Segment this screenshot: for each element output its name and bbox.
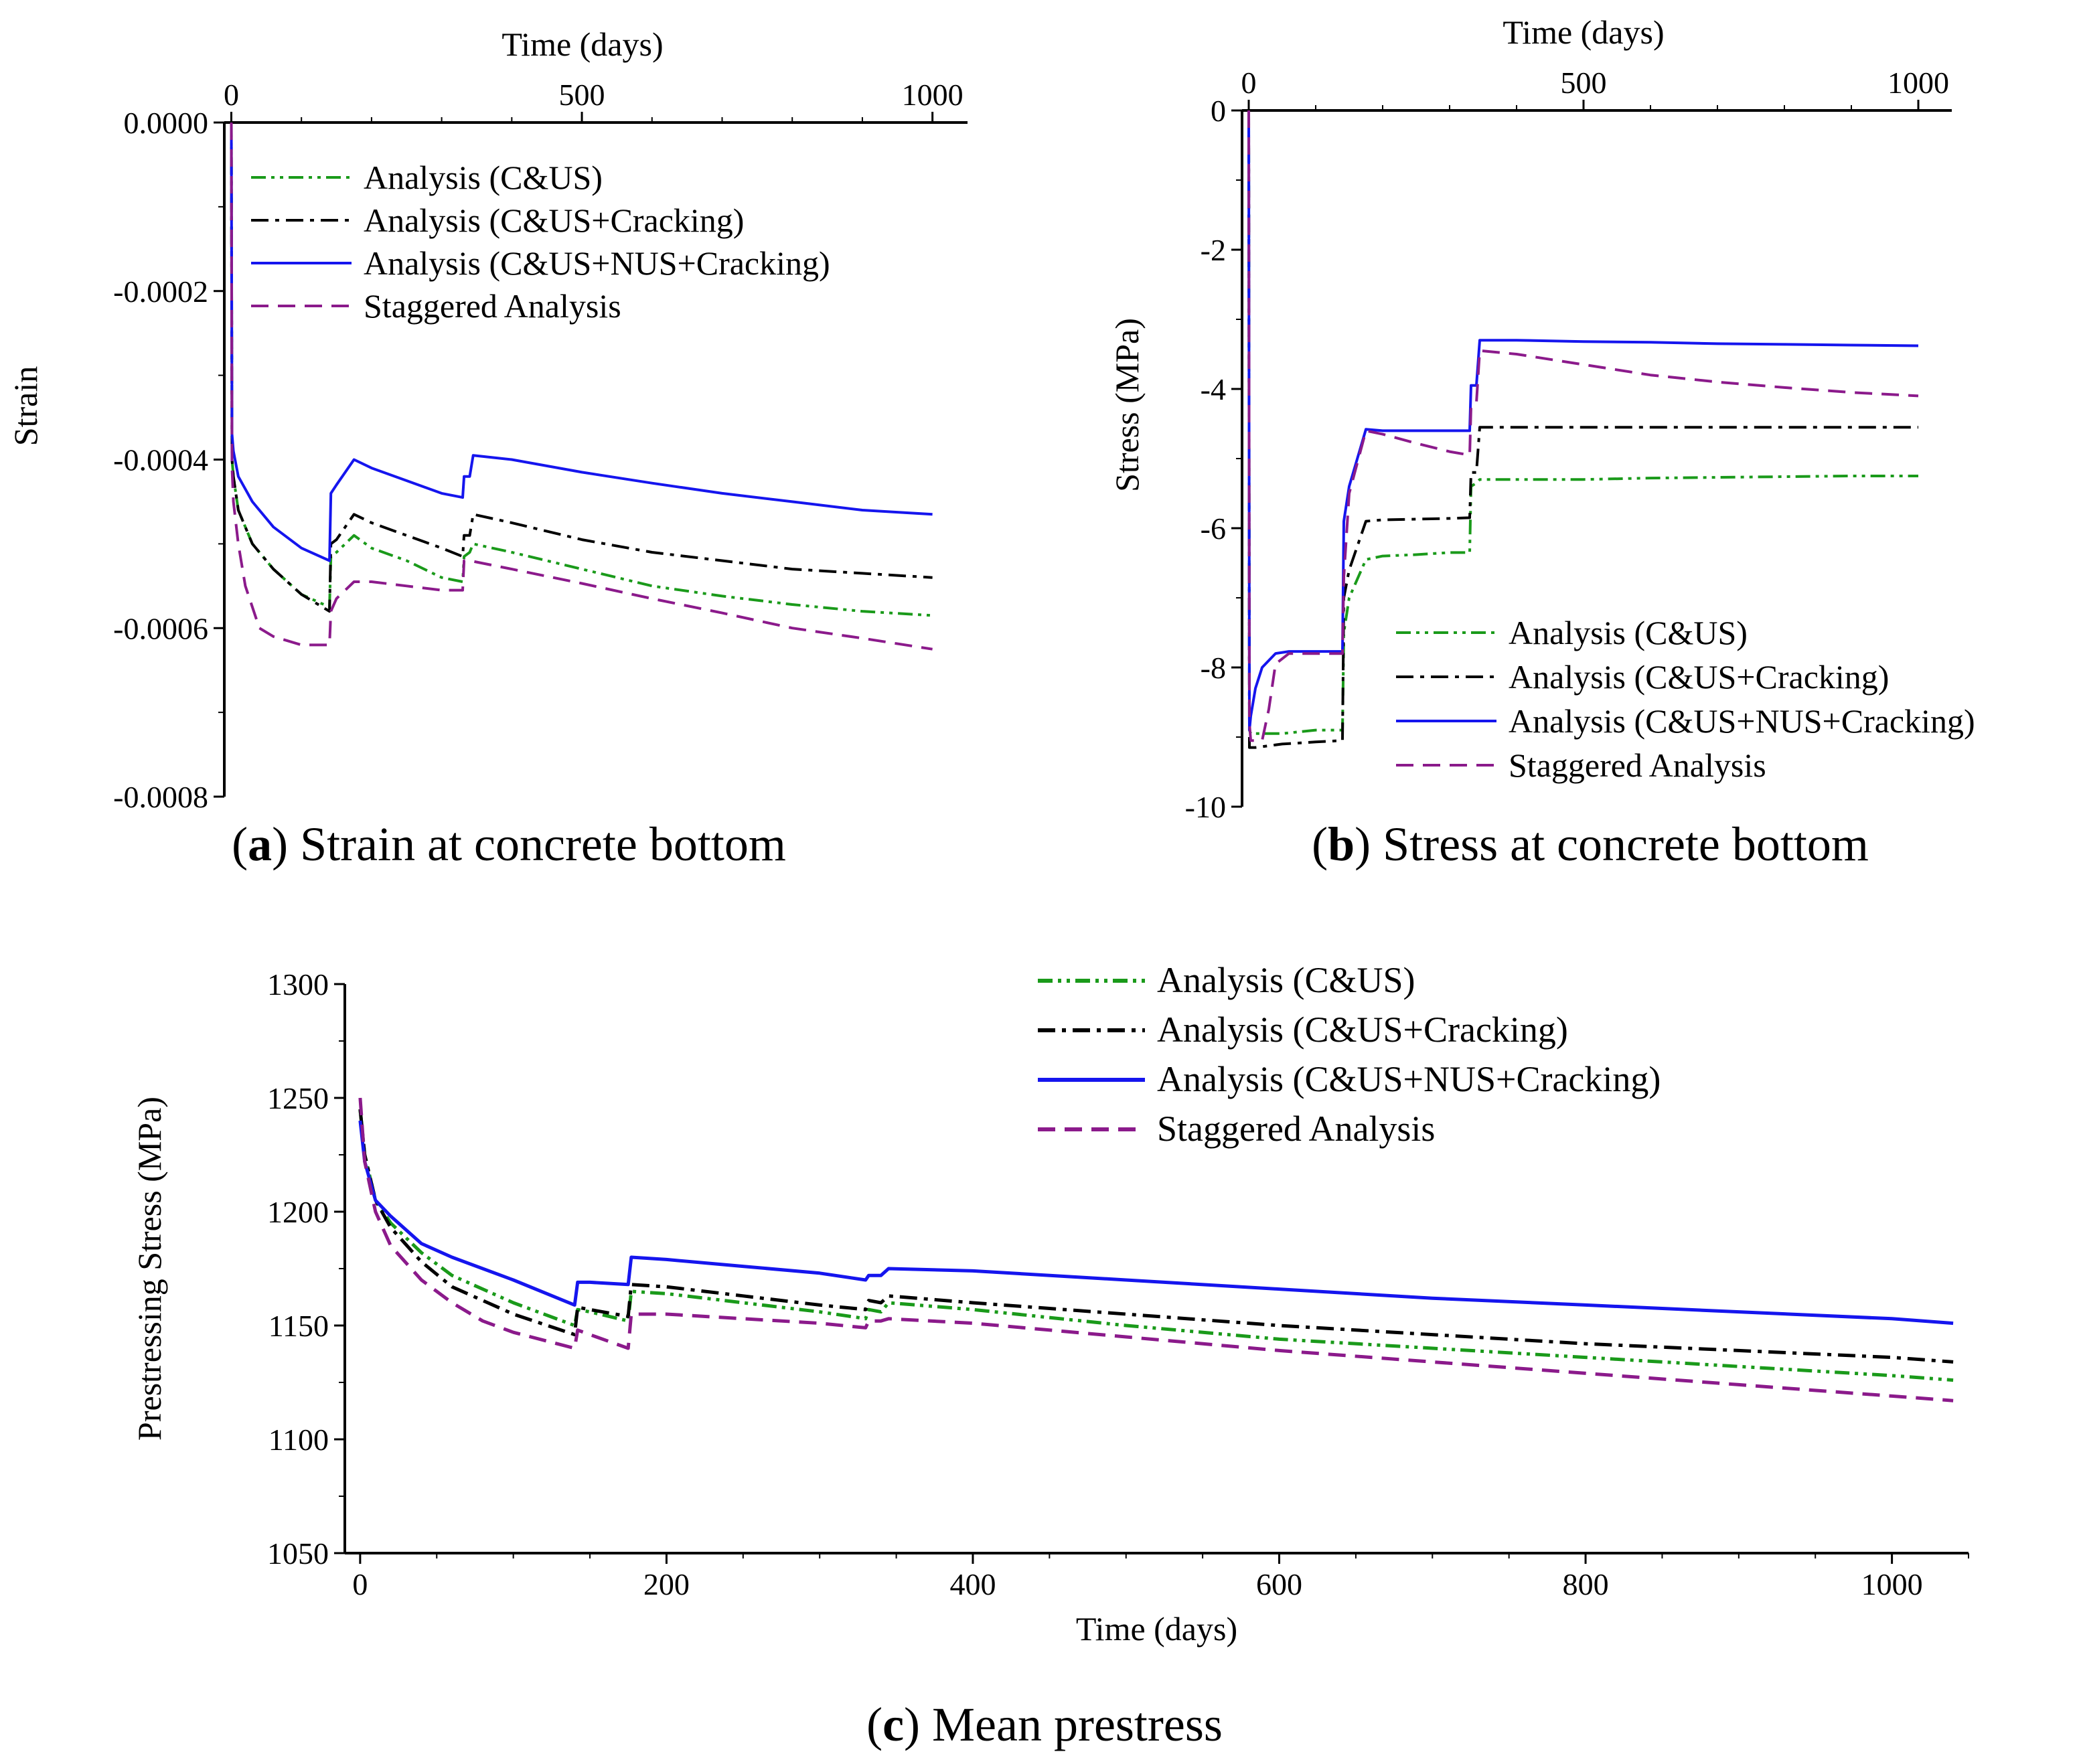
caption-c: (c) Mean prestress <box>866 1698 1223 1751</box>
series-line-nus <box>358 1120 1954 1326</box>
legend-label-nus: Analysis (C&US+NUS+Cracking) <box>1509 702 1975 740</box>
y-tick-label: -6 <box>1201 511 1226 546</box>
y-tick-label: 1300 <box>267 967 329 1001</box>
x-tick-label: 500 <box>1561 66 1607 100</box>
legend-label-staggered: Staggered Analysis <box>1157 1109 1435 1149</box>
x-tick-label: 1000 <box>902 78 964 112</box>
y-tick-label: 1150 <box>268 1309 329 1343</box>
caption-a: (a) Strain at concrete bottom <box>232 817 786 871</box>
y-tick-label: 1250 <box>267 1081 329 1115</box>
x-tick-label: 200 <box>643 1567 690 1601</box>
x-tick-label: 1000 <box>1888 66 1949 100</box>
x-tick-label: 800 <box>1563 1567 1609 1601</box>
series-line-cracking <box>358 1109 1954 1364</box>
legend-label-cus: Analysis (C&US) <box>1509 614 1748 651</box>
y-tick-label: -8 <box>1201 651 1226 685</box>
legend: Analysis (C&US) Analysis (C&US+Cracking) A… <box>1396 614 1975 784</box>
legend-label-nus: Analysis (C&US+NUS+Cracking) <box>1157 1059 1661 1099</box>
chart-prestress: 1050 1100 1150 1200 1250 1300 0 200 400 600 800 100… <box>131 960 1969 1648</box>
y-tick-label: -2 <box>1201 233 1226 267</box>
legend-label-cracking: Analysis (C&US+Cracking) <box>364 202 744 239</box>
x-tick-label: 400 <box>949 1567 996 1601</box>
x-tick-label: 500 <box>559 78 605 112</box>
x-tick-label: 1000 <box>1861 1567 1923 1601</box>
x-tick-label: 0 <box>1241 66 1257 100</box>
series-line-cus <box>1247 110 1918 735</box>
legend-label-cracking: Analysis (C&US+Cracking) <box>1157 1010 1568 1050</box>
legend-label-cracking: Analysis (C&US+Cracking) <box>1509 658 1889 696</box>
caption-b: (b) Stress at concrete bottom <box>1312 817 1869 871</box>
y-tick-label: 1200 <box>267 1195 329 1229</box>
series-line-cracking <box>1247 110 1918 749</box>
series-line-staggered <box>1247 110 1919 742</box>
y-tick-label: 0.0000 <box>124 106 209 140</box>
x-tick-label: 0 <box>352 1567 368 1601</box>
y-tick-label: 1100 <box>268 1423 329 1457</box>
y-tick-label: -0.0004 <box>113 443 208 477</box>
y-tick-label: 0 <box>1211 94 1226 128</box>
series-line-nus <box>230 122 933 562</box>
x-tick-label: 600 <box>1256 1567 1302 1601</box>
y-tick-label: -0.0008 <box>113 780 208 814</box>
series-line-cracking <box>230 122 933 613</box>
legend: Analysis (C&US) Analysis (C&US+Cracking) A… <box>1038 960 1661 1149</box>
y-tick-label: -4 <box>1201 372 1226 406</box>
x-tick-label: 0 <box>224 78 239 112</box>
legend-label-nus: Analysis (C&US+NUS+Cracking) <box>364 244 830 282</box>
chart-stress: 0 -2 -4 -6 -8 -10 0 500 1000 Time (days) Stress (M… <box>1108 13 1975 824</box>
legend-label-staggered: Staggered Analysis <box>364 287 621 325</box>
y-axis-title: Stress (MPa) <box>1108 318 1146 492</box>
chart-strain: 0.0000 -0.0002 -0.0004 -0.0006 -0.0008 0 500 10… <box>7 25 968 814</box>
series-line-nus <box>1247 110 1919 732</box>
legend: Analysis (C&US) Analysis (C&US+Cracking) A… <box>251 159 830 325</box>
x-axis-title: Time (days) <box>1503 13 1664 51</box>
series-line-cus <box>230 122 933 617</box>
legend-label-cus: Analysis (C&US) <box>1157 960 1415 1000</box>
legend-label-cus: Analysis (C&US) <box>364 159 603 196</box>
legend-label-staggered: Staggered Analysis <box>1509 746 1766 784</box>
series-line-staggered <box>230 122 933 651</box>
y-tick-label: -0.0006 <box>113 611 208 645</box>
y-axis-title: Prestressing Stress (MPa) <box>131 1097 168 1441</box>
x-axis-title: Time (days) <box>502 25 663 63</box>
series-line-staggered <box>358 1097 1954 1402</box>
y-tick-label: -10 <box>1185 790 1226 824</box>
y-tick-label: 1050 <box>267 1536 329 1571</box>
y-axis-title: Strain <box>7 366 44 446</box>
y-tick-label: -0.0002 <box>113 274 208 309</box>
x-axis-title: Time (days) <box>1076 1610 1237 1648</box>
